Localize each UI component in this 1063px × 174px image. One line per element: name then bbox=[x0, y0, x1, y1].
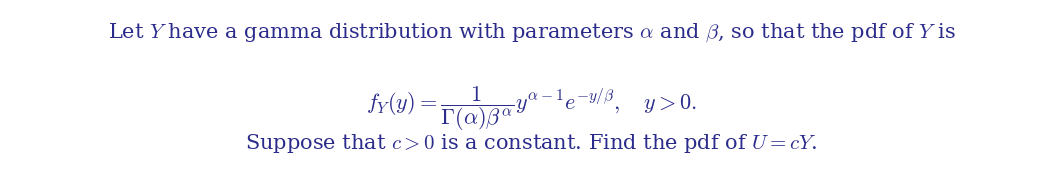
Text: Suppose that $c > 0$ is a constant. Find the pdf of $U = cY$.: Suppose that $c > 0$ is a constant. Find… bbox=[246, 132, 817, 156]
Text: Let $Y$ have a gamma distribution with parameters $\alpha$ and $\beta$, so that : Let $Y$ have a gamma distribution with p… bbox=[107, 22, 956, 45]
Text: $f_Y(y) = \dfrac{1}{\Gamma(\alpha)\beta^\alpha}y^{\alpha-1}e^{-y/\beta}, \quad y: $f_Y(y) = \dfrac{1}{\Gamma(\alpha)\beta^… bbox=[366, 84, 697, 133]
